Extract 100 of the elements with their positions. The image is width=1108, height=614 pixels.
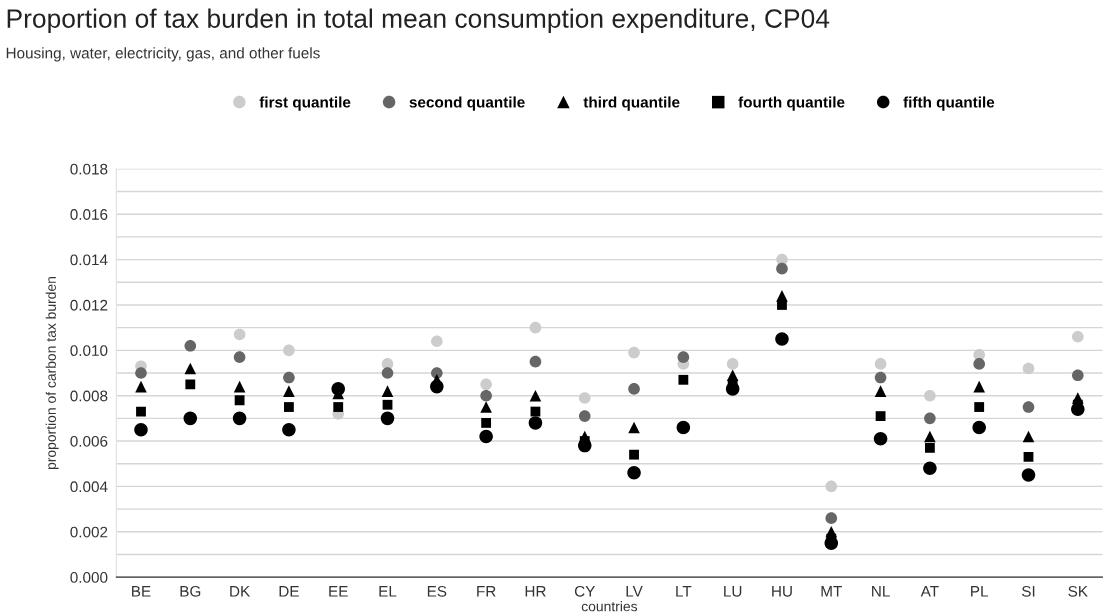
y-tick-label: 0.006 [70, 435, 108, 447]
x-tick-label: SK [1068, 585, 1088, 597]
point [1023, 452, 1034, 462]
point [234, 395, 245, 406]
point [1022, 362, 1035, 375]
point [578, 392, 591, 404]
point [479, 429, 493, 444]
legend-label: second quantile [409, 96, 525, 111]
point [972, 420, 986, 435]
point [480, 389, 492, 402]
point [577, 438, 592, 453]
point [923, 461, 937, 476]
point [1022, 401, 1035, 413]
point [974, 402, 985, 412]
point [529, 355, 542, 368]
point [333, 402, 344, 412]
point [1021, 468, 1036, 482]
point [628, 346, 640, 359]
x-tick-label: FR [477, 586, 496, 597]
point [874, 358, 887, 370]
point [873, 432, 888, 446]
point [282, 422, 296, 437]
point [480, 378, 492, 391]
point [431, 335, 443, 348]
point [430, 379, 444, 394]
chart-subtitle: Housing, water, electricity, gas, and other fuels [6, 47, 320, 62]
point [381, 385, 394, 397]
point [875, 411, 886, 422]
x-tick-label: BG [180, 585, 201, 597]
point [529, 389, 542, 402]
x-tick-label: BE [132, 586, 151, 597]
x-tick-label: LT [676, 586, 692, 597]
point [134, 422, 148, 437]
point [578, 410, 591, 422]
point [380, 411, 395, 426]
x-tick-label: SI [1021, 585, 1035, 597]
point [233, 351, 246, 363]
point [973, 358, 985, 370]
point [924, 430, 936, 443]
point [874, 385, 887, 397]
x-tick-label: EL [379, 586, 397, 597]
x-tick-label: HR [525, 586, 546, 597]
point [184, 339, 197, 352]
point [775, 332, 789, 346]
point [283, 371, 295, 384]
point [283, 344, 295, 357]
y-tick-label: 0.012 [70, 299, 108, 311]
x-tick-label: LU [724, 586, 742, 597]
point [824, 536, 839, 550]
point [185, 379, 196, 390]
point [284, 402, 294, 412]
x-tick-label: HU [772, 586, 792, 597]
x-tick-label: ES [427, 585, 447, 597]
y-tick-label: 0.002 [70, 526, 108, 538]
point [725, 382, 740, 396]
point [184, 362, 197, 375]
y-tick-label: 0.018 [70, 163, 108, 175]
point [1072, 330, 1084, 343]
x-tick-label: MT [821, 586, 842, 597]
point [1071, 402, 1085, 417]
y-tick-label: 0.010 [70, 345, 108, 357]
point [629, 449, 639, 460]
x-tick-label: DE [279, 586, 299, 597]
point [528, 416, 543, 430]
point [529, 321, 542, 334]
y-axis-title: proportion of carbon tax burden [45, 277, 59, 469]
point [135, 367, 147, 379]
point [776, 262, 788, 275]
point [678, 374, 689, 385]
point [627, 466, 641, 480]
point [924, 412, 936, 425]
point [924, 389, 936, 402]
point [677, 351, 690, 363]
y-tick-label: 0.008 [70, 390, 108, 402]
x-tick-label: PL [971, 586, 989, 597]
point [480, 401, 492, 413]
legend-label: third quantile [583, 96, 680, 111]
point [183, 411, 198, 426]
point [825, 480, 838, 493]
x-tick-label: NL [872, 586, 890, 597]
point [1022, 430, 1035, 443]
y-tick-label: 0.014 [70, 254, 108, 266]
x-tick-label: EE [329, 586, 348, 597]
y-tick-label: 0.000 [70, 572, 108, 583]
point [676, 420, 691, 435]
x-axis-title: countries [581, 601, 638, 612]
point [874, 371, 887, 384]
point [481, 418, 492, 428]
point [825, 512, 838, 524]
y-tick-label: 0.016 [70, 209, 108, 220]
x-tick-label: AT [920, 586, 939, 597]
point [628, 383, 640, 395]
point [233, 380, 246, 393]
y-tick-label: 0.004 [70, 481, 108, 493]
point [136, 406, 146, 417]
point [331, 382, 345, 396]
point [283, 385, 295, 397]
point [233, 328, 246, 341]
x-tick-label: LV [626, 586, 643, 597]
point [1072, 369, 1084, 382]
